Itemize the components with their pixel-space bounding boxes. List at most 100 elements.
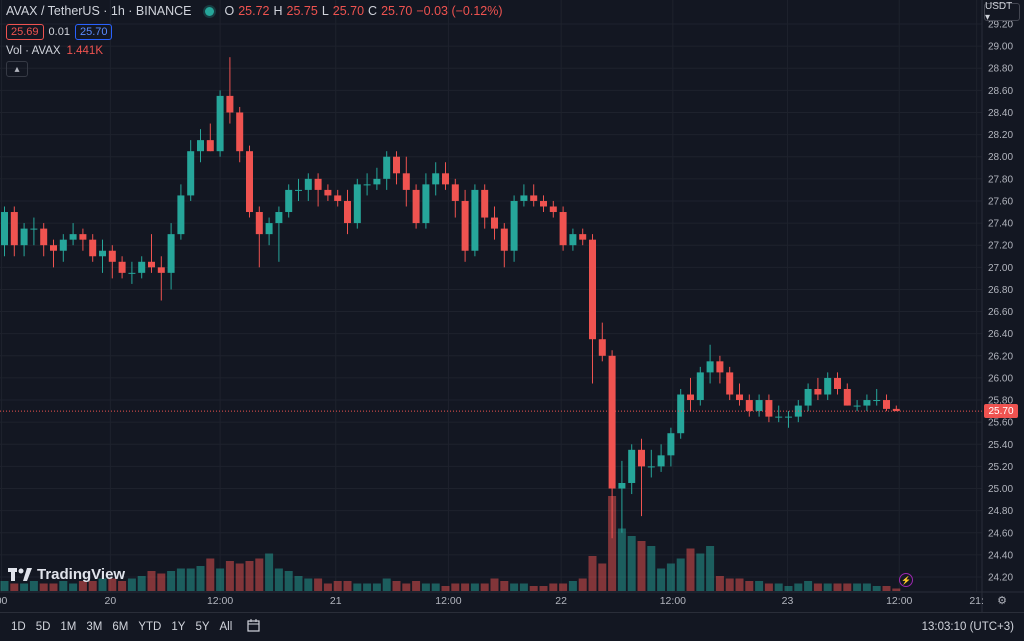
candle-body <box>540 200 547 207</box>
ohlc-values: O 25.72 H 25.75 L 25.70 C 25.70 −0.03 (−0.12… <box>224 4 502 18</box>
volume-bar <box>510 583 519 591</box>
volume-bar <box>196 566 205 591</box>
volume-bar <box>470 583 479 591</box>
candle-body <box>118 261 126 273</box>
range-1m[interactable]: 1M <box>60 621 77 633</box>
candle-body <box>824 377 832 395</box>
volume-bar <box>343 581 352 591</box>
candle-body <box>285 189 293 213</box>
range-5d[interactable]: 5D <box>35 621 51 633</box>
volume-bar <box>862 583 871 591</box>
volume-bar <box>657 568 666 591</box>
candle-body <box>706 361 714 373</box>
volume-bar <box>715 576 724 591</box>
volume-bar <box>568 581 577 591</box>
tradingview-logo[interactable]: TradingView <box>8 566 125 583</box>
candle-body <box>608 355 616 489</box>
spread-value: 0.01 <box>48 26 70 38</box>
x-tick-label: 23 <box>782 595 794 607</box>
volume-bar <box>216 568 225 591</box>
candle-body <box>520 195 528 201</box>
candle-body <box>295 189 302 191</box>
range-5y[interactable]: 5Y <box>195 621 210 633</box>
candle-body <box>677 394 685 434</box>
volume-bar <box>431 583 440 591</box>
range-6m[interactable]: 6M <box>112 621 129 633</box>
currency-select[interactable]: USDT ▾ <box>984 1 1020 23</box>
candle-body <box>206 140 214 152</box>
volume-bar <box>294 576 303 591</box>
candle-body <box>500 228 508 251</box>
close-value: 25.70 <box>381 4 413 18</box>
candle-body <box>628 449 636 483</box>
candle-body <box>79 234 87 240</box>
close-label: C <box>368 4 378 18</box>
range-all[interactable]: All <box>219 621 233 633</box>
buy-price-button[interactable]: 25.70 <box>74 24 113 40</box>
lightning-icon[interactable]: ⚡ <box>899 573 913 587</box>
candle-body <box>745 400 753 412</box>
x-tick-label: 00 <box>0 595 8 607</box>
candle-body <box>265 223 273 235</box>
volume-bar <box>813 583 822 591</box>
y-tick-label: 25.00 <box>988 484 1013 495</box>
chevron-up-icon[interactable]: ▴ <box>6 61 28 77</box>
volume-bar <box>529 586 538 591</box>
candle-body <box>726 372 734 395</box>
y-tick-label: 27.60 <box>988 196 1013 207</box>
volume-bar <box>235 563 244 591</box>
sell-price-button[interactable]: 25.69 <box>6 24 44 40</box>
volume-bar <box>892 588 901 591</box>
range-1y[interactable]: 1Y <box>171 621 186 633</box>
candle-body <box>432 173 440 185</box>
low-label: L <box>321 4 329 18</box>
y-tick-label: 26.00 <box>988 373 1013 384</box>
volume-bar <box>108 578 117 591</box>
last-price-tag: 25.70 <box>984 404 1018 418</box>
y-tick-label: 28.40 <box>988 108 1013 119</box>
volume-bar <box>363 583 372 591</box>
market-status-dot[interactable] <box>205 6 215 16</box>
volume-bar <box>666 563 675 591</box>
x-tick-label: 12:00 <box>886 595 912 607</box>
y-tick-label: 28.20 <box>988 130 1013 141</box>
candle-body <box>148 261 155 268</box>
candle-body <box>89 239 97 257</box>
candle-body <box>804 388 812 406</box>
gear-icon[interactable]: ⚙ <box>997 594 1007 607</box>
volume-legend[interactable]: Vol · AVAX 1.441K <box>6 45 103 57</box>
volume-bar <box>49 583 58 591</box>
candle-body <box>510 200 518 251</box>
range-ytd[interactable]: YTD <box>138 621 162 633</box>
candle-body <box>559 212 567 246</box>
candle-body <box>461 200 469 251</box>
volume-bar <box>833 583 842 591</box>
candle-body <box>10 212 18 246</box>
x-tick-label: 12:00 <box>660 595 686 607</box>
candle-body <box>716 361 724 373</box>
volume-bar <box>578 578 587 591</box>
volume-label: Vol · AVAX <box>6 45 61 57</box>
candle-body <box>246 151 253 213</box>
candle-body <box>755 400 763 412</box>
price-chart[interactable]: 24.20 24.40 24.60 24.80 25.00 25.20 25.40 25.60… <box>0 0 1024 612</box>
candle-body <box>324 189 332 196</box>
clock-timezone[interactable]: 13:03:10 (UTC+3) <box>921 621 1014 633</box>
calendar-goto-icon[interactable] <box>247 619 261 635</box>
range-1d[interactable]: 1D <box>11 621 26 633</box>
candle-body <box>687 394 694 401</box>
x-tick-label: 12:00 <box>207 595 233 607</box>
range-3m[interactable]: 3M <box>86 621 103 633</box>
candle-body <box>785 416 792 418</box>
candle-body <box>598 339 606 356</box>
volume-bar <box>225 561 234 591</box>
candle-body <box>128 272 136 274</box>
volume-bar <box>804 581 813 591</box>
volume-bar <box>588 556 597 591</box>
candle-body <box>59 239 67 251</box>
y-tick-label: 28.80 <box>988 64 1013 75</box>
candle-body <box>20 228 28 246</box>
symbol-title[interactable]: AVAX / TetherUS · 1h · BINANCE <box>6 4 192 18</box>
candle-body <box>696 372 704 401</box>
candle-body <box>157 267 165 273</box>
